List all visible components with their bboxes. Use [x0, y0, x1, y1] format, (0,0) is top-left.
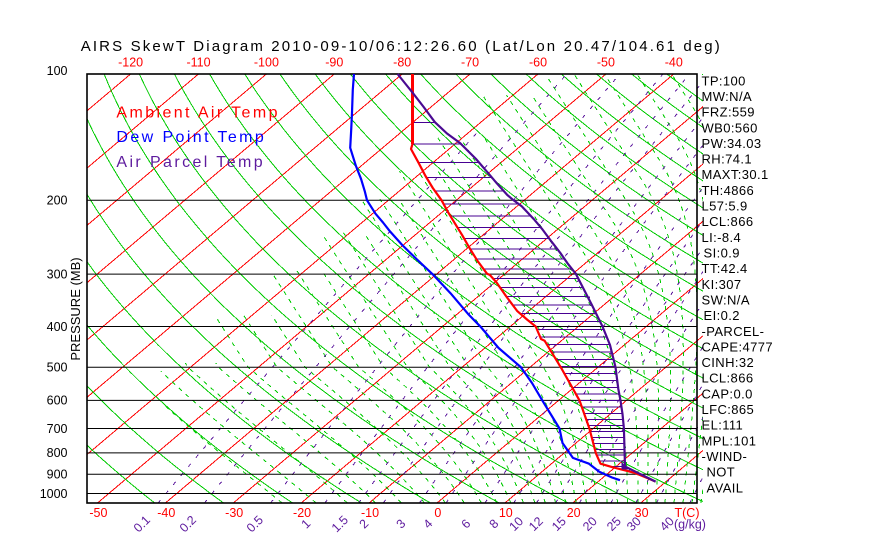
- svg-text:-60: -60: [529, 56, 547, 70]
- svg-text:T(C): T(C): [675, 506, 700, 520]
- svg-text:800: 800: [47, 446, 68, 460]
- svg-text:LCL:866: LCL:866: [702, 371, 754, 386]
- svg-text:FRZ:559: FRZ:559: [702, 105, 755, 120]
- svg-text:1000: 1000: [40, 487, 68, 501]
- svg-text:-50: -50: [597, 56, 615, 70]
- svg-text:30: 30: [635, 506, 649, 520]
- svg-text:KI:307: KI:307: [702, 277, 742, 292]
- svg-text:500: 500: [47, 361, 68, 375]
- svg-text:100: 100: [47, 64, 68, 78]
- svg-text:Ambient Air Temp: Ambient Air Temp: [116, 105, 280, 122]
- svg-text:-100: -100: [254, 56, 279, 70]
- svg-text:NOT: NOT: [707, 465, 736, 480]
- svg-text:Dew Point Temp: Dew Point Temp: [116, 129, 266, 146]
- svg-text:-40: -40: [665, 56, 683, 70]
- svg-text:MW:N/A: MW:N/A: [702, 89, 753, 104]
- svg-text:600: 600: [47, 394, 68, 408]
- svg-text:RH:74.1: RH:74.1: [702, 152, 753, 167]
- svg-text:LCL:866: LCL:866: [702, 214, 754, 229]
- svg-text:EL:111: EL:111: [702, 418, 744, 433]
- svg-text:-70: -70: [461, 56, 479, 70]
- svg-text:(g/kg): (g/kg): [674, 518, 706, 532]
- svg-text:EI:0.2: EI:0.2: [704, 308, 740, 323]
- svg-text:20: 20: [567, 506, 581, 520]
- svg-text:-120: -120: [118, 56, 143, 70]
- svg-text:LFC:865: LFC:865: [702, 402, 755, 417]
- svg-text:200: 200: [47, 194, 68, 208]
- svg-text:PW:34.03: PW:34.03: [702, 136, 762, 151]
- svg-text:900: 900: [47, 468, 68, 482]
- svg-text:TT:42.4: TT:42.4: [702, 261, 748, 276]
- svg-text:-WIND-: -WIND-: [702, 449, 748, 464]
- svg-text:CAP:0.0: CAP:0.0: [702, 386, 753, 401]
- svg-text:-10: -10: [361, 506, 379, 520]
- svg-text:SI:0.9: SI:0.9: [704, 246, 740, 261]
- svg-text:Air Parcel Temp: Air Parcel Temp: [116, 154, 265, 171]
- svg-text:MPL:101: MPL:101: [702, 433, 757, 448]
- svg-text:LI:-8.4: LI:-8.4: [702, 230, 742, 245]
- svg-text:WB0:560: WB0:560: [702, 120, 758, 135]
- svg-text:0: 0: [434, 506, 441, 520]
- svg-text:-PARCEL-: -PARCEL-: [702, 324, 765, 339]
- svg-text:300: 300: [47, 267, 68, 281]
- svg-text:L57:5.9: L57:5.9: [702, 199, 748, 214]
- svg-text:MAXT:30.1: MAXT:30.1: [702, 167, 769, 182]
- svg-text:400: 400: [47, 320, 68, 334]
- svg-text:-40: -40: [157, 506, 175, 520]
- svg-text:CAPE:4777: CAPE:4777: [702, 339, 774, 354]
- svg-text:-20: -20: [293, 506, 311, 520]
- svg-text:-30: -30: [225, 506, 243, 520]
- svg-text:SW:N/A: SW:N/A: [702, 292, 750, 307]
- svg-text:-50: -50: [89, 506, 107, 520]
- svg-text:TP:100: TP:100: [702, 73, 746, 88]
- svg-text:700: 700: [47, 422, 68, 436]
- svg-text:CINH:32: CINH:32: [702, 355, 755, 370]
- svg-text:-80: -80: [393, 56, 411, 70]
- svg-text:PRESSURE (MB): PRESSURE (MB): [68, 257, 83, 360]
- svg-text:-90: -90: [325, 56, 343, 70]
- svg-text:-110: -110: [186, 56, 210, 70]
- svg-text:10: 10: [499, 506, 513, 520]
- svg-text:TH:4866: TH:4866: [702, 183, 755, 198]
- svg-text:AIRS SkewT Diagram 2010-09-10/: AIRS SkewT Diagram 2010-09-10/06:12:26.6…: [81, 38, 722, 55]
- svg-text:AVAIL: AVAIL: [707, 480, 744, 495]
